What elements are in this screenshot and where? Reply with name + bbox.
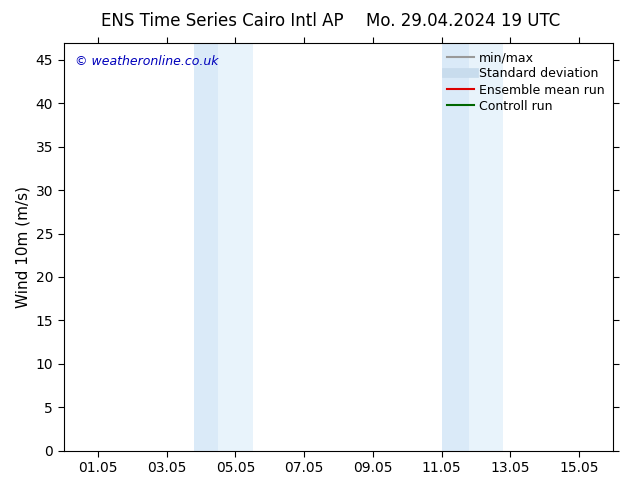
Text: Mo. 29.04.2024 19 UTC: Mo. 29.04.2024 19 UTC xyxy=(366,12,560,30)
Bar xyxy=(442,43,469,451)
Y-axis label: Wind 10m (m/s): Wind 10m (m/s) xyxy=(15,186,30,308)
Bar xyxy=(194,43,218,451)
Text: © weatheronline.co.uk: © weatheronline.co.uk xyxy=(75,55,218,68)
Bar xyxy=(469,43,503,451)
Text: ENS Time Series Cairo Intl AP: ENS Time Series Cairo Intl AP xyxy=(101,12,343,30)
Bar xyxy=(218,43,252,451)
Legend: min/max, Standard deviation, Ensemble mean run, Controll run: min/max, Standard deviation, Ensemble me… xyxy=(441,47,610,118)
